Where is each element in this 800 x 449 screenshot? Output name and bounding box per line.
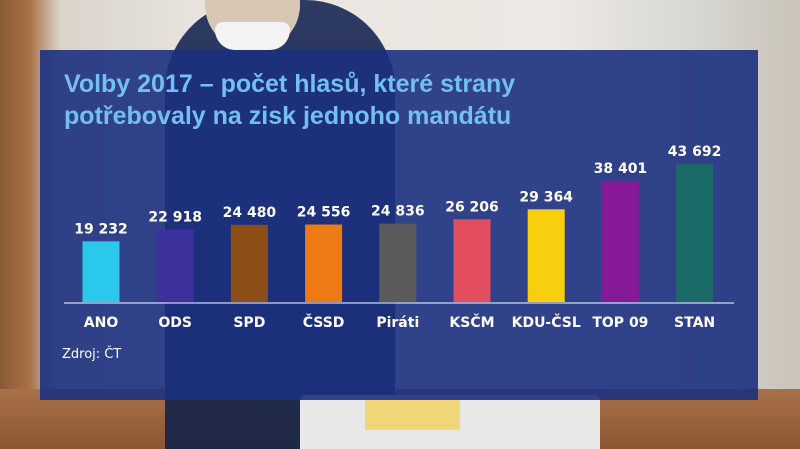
chart-title-line-1: Volby 2017 – počet hlasů, které strany	[64, 70, 516, 98]
bar-spd	[230, 224, 268, 302]
value-label: 29 364	[519, 189, 573, 205]
category-label: ODS	[158, 315, 192, 331]
value-label: 38 401	[594, 161, 648, 177]
value-label: 19 232	[74, 221, 128, 237]
bar-čssd	[305, 224, 343, 302]
bar-ksčm	[453, 219, 491, 302]
value-label: 22 918	[148, 210, 202, 226]
category-label: KSČM	[449, 313, 494, 331]
category-label: Piráti	[376, 315, 419, 331]
chart-title: Volby 2017 – počet hlasů, které strany p…	[64, 68, 724, 132]
bar-top 09	[601, 180, 639, 302]
chart-panel: Volby 2017 – počet hlasů, které strany p…	[40, 50, 758, 400]
value-label: 24 556	[297, 205, 351, 221]
photo-face-mask	[215, 22, 290, 50]
bar-kdu-čsl	[527, 209, 565, 302]
value-label: 26 206	[445, 199, 499, 215]
category-label: TOP 09	[592, 315, 648, 331]
category-label: ČSSD	[303, 313, 345, 331]
value-label: 43 692	[668, 144, 722, 160]
bar-stan	[676, 164, 714, 302]
value-label: 24 836	[371, 204, 425, 220]
value-label: 24 480	[223, 205, 277, 221]
category-label: ANO	[84, 315, 119, 331]
bar-ano	[82, 241, 120, 302]
bar-piráti	[379, 223, 417, 302]
photo-ballot-envelope	[365, 400, 460, 430]
category-label: STAN	[674, 315, 715, 331]
category-label: SPD	[233, 315, 265, 331]
category-label: KDU-ČSL	[512, 313, 581, 331]
bar-ods	[156, 229, 194, 302]
chart-source: Zdroj: ČT	[62, 347, 122, 362]
bar-chart: 19 232 ANO 22 918 ODS 24 480 SPD 24 556 ČSSD 24 …	[64, 144, 734, 331]
chart-title-line-2: potřebovaly na zisk jednoho mandátu	[64, 102, 512, 130]
